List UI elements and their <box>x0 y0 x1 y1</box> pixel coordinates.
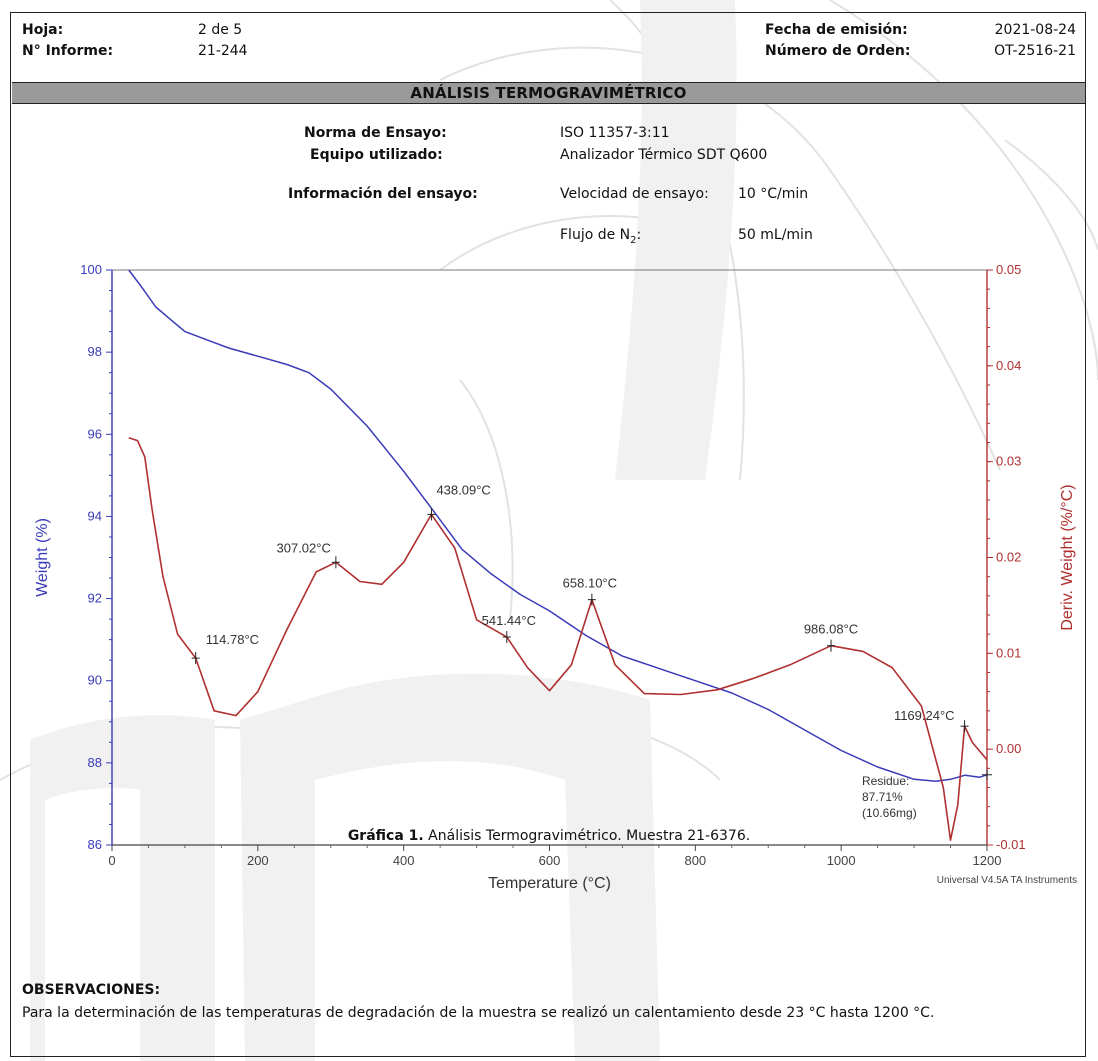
flujo-label-sub: 2 <box>630 234 637 246</box>
peak-label: 114.78°C <box>206 632 259 647</box>
y-tick-label-left: 86 <box>88 837 102 852</box>
y-tick-label-left: 92 <box>88 591 102 606</box>
y-axis-title-right: Deriv. Weight (%/°C) <box>1059 484 1076 630</box>
page-frame <box>10 12 1086 1057</box>
weight-curve <box>128 269 988 783</box>
peak-label: 438.09°C <box>436 482 490 497</box>
y-tick-label-left: 96 <box>88 426 102 441</box>
deriv-weight-curve <box>128 436 988 841</box>
flujo-value: 50 mL/min <box>738 227 813 243</box>
informe-value: 21-244 <box>198 43 248 59</box>
flujo-label-colon: : <box>636 227 642 243</box>
tga-chart: 0 200 400 600 800 1000 1200 86 88 90 92 94 96 98 100 -0… <box>34 262 1077 892</box>
x-tick-label: 1000 <box>827 853 856 868</box>
y-tick-label-left: 90 <box>88 673 102 688</box>
fecha-value: 2021-08-24 <box>994 22 1076 38</box>
y-axis-title-left: Weight (%) <box>34 518 51 597</box>
y-tick-label-left: 94 <box>88 508 102 523</box>
flujo-label-text: Flujo de N <box>560 227 631 243</box>
x-tick-label: 200 <box>247 853 269 868</box>
equipo-value: Analizador Térmico SDT Q600 <box>560 147 768 163</box>
equipo-label: Equipo utilizado: <box>310 147 443 163</box>
hoja-label: Hoja: <box>22 22 64 38</box>
caption-bold: Gráfica 1. <box>347 828 424 844</box>
observations-text: Para la determinación de las temperatura… <box>22 1005 935 1021</box>
flujo-label: Flujo de N2: <box>560 227 641 246</box>
x-axis-title: Temperature (°C) <box>488 875 611 892</box>
norma-value: ISO 11357-3:11 <box>560 125 670 141</box>
figure-caption: Gráfica 1. Análisis Termogravimétrico. M… <box>0 828 1098 844</box>
peak-label: 986.08°C <box>804 622 858 637</box>
y-tick-label-left: 100 <box>80 262 102 277</box>
x-tick-label: 400 <box>393 853 415 868</box>
x-tick-label: 800 <box>684 853 706 868</box>
section-band: ANÁLISIS TERMOGRAVIMÉTRICO <box>12 82 1085 104</box>
y-tick-label-right: -0.01 <box>996 837 1026 852</box>
orden-value: OT-2516-21 <box>994 43 1076 59</box>
norma-label: Norma de Ensayo: <box>304 125 447 141</box>
y-tick-label-right: 0.05 <box>996 262 1021 277</box>
x-tick-label: 0 <box>108 853 115 868</box>
x-tick-label: 600 <box>539 853 561 868</box>
software-footer: Universal V4.5A TA Instruments <box>937 875 1077 886</box>
y-tick-label-right: 0.03 <box>996 454 1021 469</box>
orden-label: Número de Orden: <box>765 43 911 59</box>
residue-label: 87.71% <box>862 790 903 804</box>
residue-label: Residue: <box>862 774 909 788</box>
caption-text: Análisis Termogravimétrico. Muestra 21-6… <box>423 828 751 844</box>
peak-label: 541.44°C <box>482 613 536 628</box>
peak-label: 658.10°C <box>563 576 617 591</box>
hoja-value: 2 de 5 <box>198 22 243 38</box>
observations-title: OBSERVACIONES: <box>22 982 161 998</box>
fecha-label: Fecha de emisión: <box>765 22 908 38</box>
y-tick-label-right: 0.01 <box>996 645 1021 660</box>
y-tick-label-right: 0.00 <box>996 741 1021 756</box>
y-tick-label-left: 88 <box>88 755 102 770</box>
residue-label: (10.66mg) <box>862 806 917 820</box>
peak-label: 307.02°C <box>277 540 331 555</box>
velocidad-label: Velocidad de ensayo: <box>560 186 709 202</box>
y-tick-label-right: 0.04 <box>996 358 1021 373</box>
informe-label: N° Informe: <box>22 43 114 59</box>
y-tick-label-left: 98 <box>88 344 102 359</box>
y-tick-label-right: 0.02 <box>996 550 1021 565</box>
info-label: Información del ensayo: <box>288 186 478 202</box>
x-tick-label: 1200 <box>973 853 1002 868</box>
peak-label: 1169.24°C <box>894 708 955 723</box>
velocidad-value: 10 °C/min <box>738 186 809 202</box>
section-title: ANÁLISIS TERMOGRAVIMÉTRICO <box>410 84 687 102</box>
